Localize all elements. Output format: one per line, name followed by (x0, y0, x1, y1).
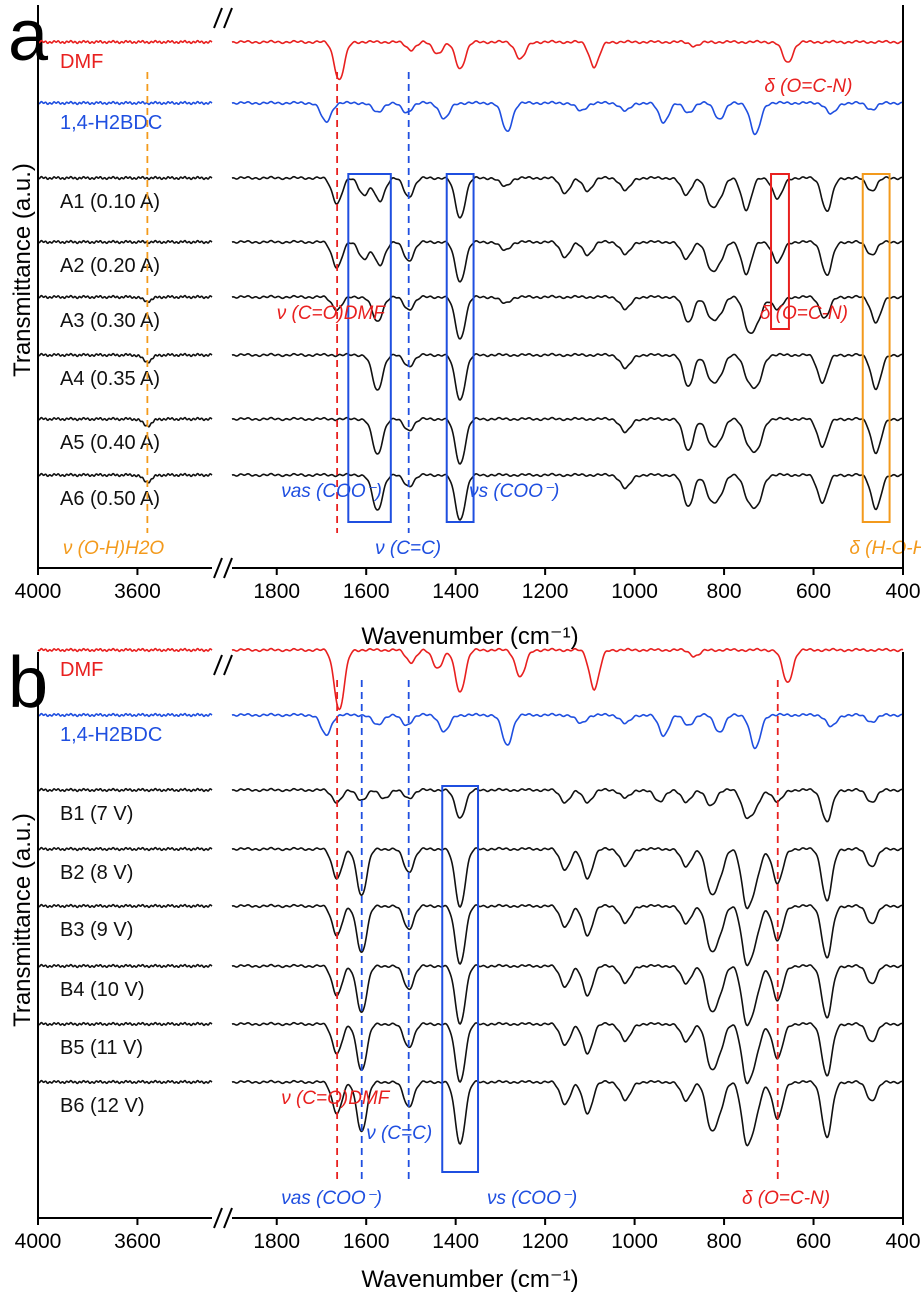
axis-break-mark (213, 1207, 223, 1229)
peak-annotation: ν (C=C) (366, 1123, 432, 1144)
x-axis-title: Wavenumber (cm⁻¹) (361, 1266, 578, 1292)
trace-label: A4 (0.35 A) (60, 368, 160, 390)
x-tick-label: 3600 (114, 580, 161, 603)
x-tick-label: 1400 (432, 580, 479, 603)
peak-annotation: ν (C=O)DMF (281, 1088, 391, 1109)
peak-annotation: δ (O=C-N) (764, 76, 852, 97)
spectrum-2 (37, 787, 904, 823)
y-axis-title: Transmittance (a.u.) (9, 163, 36, 377)
axis-break-mark (213, 654, 223, 676)
peak-annotation: νas (COO⁻) (281, 1188, 382, 1209)
peak-annotation: νas (COO⁻) (281, 481, 382, 502)
spectrum-6 (37, 1021, 904, 1085)
x-tick-label: 800 (707, 1230, 742, 1253)
x-tick-label: 4000 (15, 1230, 62, 1253)
trace-label: A5 (0.40 A) (60, 432, 160, 454)
axis-break-mark (223, 654, 233, 676)
peak-annotation: νs (COO⁻) (469, 481, 559, 502)
x-tick-label: 1200 (522, 580, 569, 603)
x-tick-label: 1600 (343, 1230, 390, 1253)
x-axis-title: Wavenumber (cm⁻¹) (361, 623, 578, 650)
highlight-box (441, 785, 480, 1173)
x-tick-label: 1400 (432, 1230, 479, 1253)
x-tick-label: 1800 (253, 580, 300, 603)
trace-label: DMF (60, 659, 103, 681)
peak-annotation: νs (COO⁻) (487, 1188, 577, 1209)
spectrum-4 (37, 903, 904, 967)
y-axis-title: Transmittance (a.u.) (9, 813, 36, 1027)
x-tick-label: 1000 (611, 580, 658, 603)
x-tick-label: 600 (796, 1230, 831, 1253)
trace-label: A3 (0.30 A) (60, 310, 160, 332)
spectrum-5 (37, 963, 904, 1027)
axis-break-mark (223, 1207, 233, 1229)
spectrum-1 (37, 100, 904, 136)
peak-annotation: δ (O=C-N) (760, 303, 848, 324)
spectrum-3 (37, 239, 904, 283)
peak-annotation: δ (H-O-H) (849, 538, 921, 559)
highlight-box (445, 173, 475, 523)
x-tick-label: 1000 (611, 1230, 658, 1253)
highlight-box (770, 173, 790, 330)
x-tick-label: 4000 (15, 580, 62, 603)
panel-b: b DMF 1,4-H2BDC B1 (7 V) B2 (8 V) B3 (9 V) B4 … (8, 643, 921, 1292)
spectrum-0 (37, 647, 904, 711)
trace-label: B5 (11 V) (60, 1037, 143, 1059)
spectrum-7 (37, 1079, 904, 1147)
panel-letter: a (8, 0, 49, 76)
peak-annotation: δ (O=C-N) (742, 1188, 830, 1209)
spectrum-3 (37, 846, 904, 910)
trace-label: B4 (10 V) (60, 979, 144, 1001)
axis-break-mark (223, 7, 233, 29)
x-tick-label: 600 (796, 580, 831, 603)
panel-letter: b (8, 643, 48, 723)
highlight-box (861, 173, 891, 523)
spectrum-1 (37, 712, 904, 750)
trace-label: 1,4-H2BDC (60, 112, 162, 134)
axis-break-mark (223, 557, 233, 579)
x-tick-label: 3600 (114, 1230, 161, 1253)
trace-label: A6 (0.50 A) (60, 488, 160, 510)
x-tick-label: 1200 (522, 1230, 569, 1253)
trace-label: A2 (0.20 A) (60, 255, 160, 277)
spectrum-0 (37, 39, 904, 81)
panel-a: a DMF 1,4-H2BDC A1 (0.10 A) A2 (0.20 A) A3 (0… (8, 0, 921, 650)
spectrum-2 (37, 175, 904, 219)
spectrum-6 (37, 416, 904, 465)
trace-label: B2 (8 V) (60, 862, 133, 884)
x-tick-label: 400 (885, 580, 920, 603)
x-tick-label: 400 (885, 1230, 920, 1253)
trace-label: B1 (7 V) (60, 803, 133, 825)
highlight-box (347, 173, 392, 523)
x-tick-label: 1600 (343, 580, 390, 603)
trace-label: B6 (12 V) (60, 1095, 144, 1117)
spectrum-4 (37, 294, 904, 340)
trace-label: B3 (9 V) (60, 919, 133, 941)
spectrum-7 (37, 472, 904, 521)
peak-annotation: ν (C=C) (375, 538, 441, 559)
trace-label: A1 (0.10 A) (60, 191, 160, 213)
spectrum-5 (37, 352, 904, 401)
x-tick-label: 1800 (253, 1230, 300, 1253)
trace-label: 1,4-H2BDC (60, 724, 162, 746)
peak-annotation: ν (C=O)DMF (277, 303, 387, 324)
x-tick-label: 800 (707, 580, 742, 603)
trace-label: DMF (60, 51, 103, 73)
axis-break-mark (213, 7, 223, 29)
peak-annotation: ν (O-H)H2O (63, 538, 165, 559)
axis-break-mark (213, 557, 223, 579)
